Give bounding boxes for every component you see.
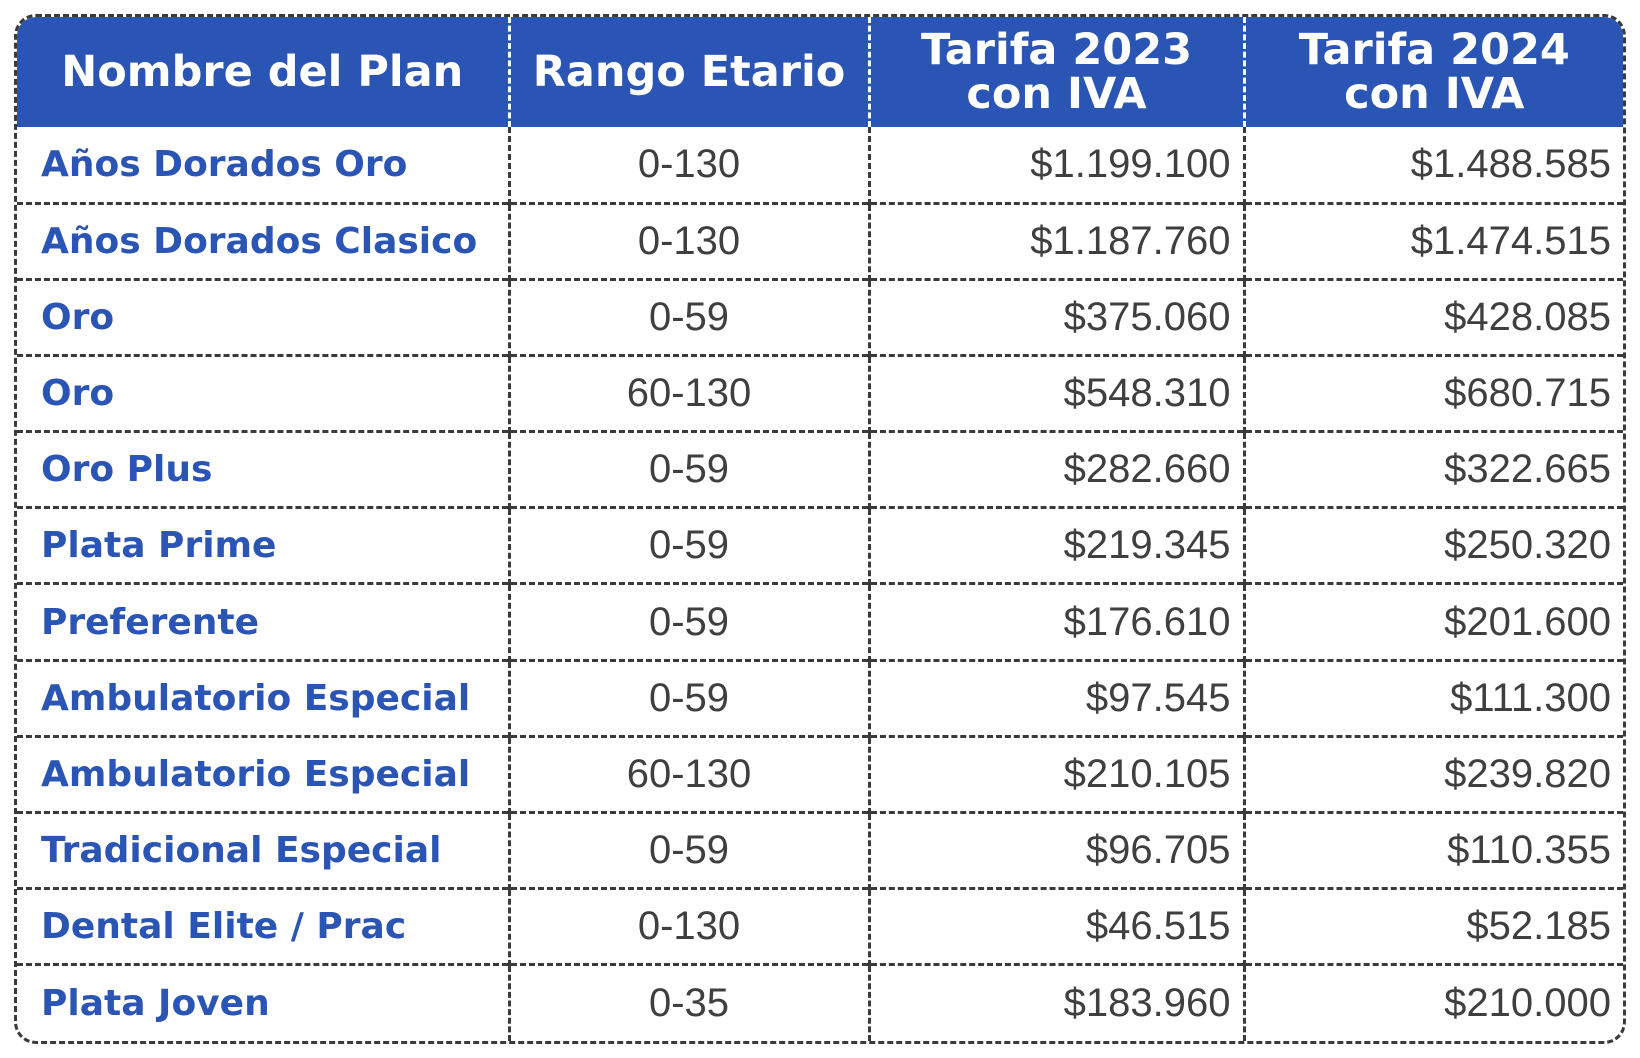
rate-2023-cell: $1.199.100 bbox=[867, 127, 1244, 204]
table-row: Oro 0-59 $375.060 $428.085 bbox=[17, 277, 1623, 356]
rate-2023-cell: $46.515 bbox=[867, 887, 1244, 965]
age-range-cell: 0-130 bbox=[507, 127, 869, 204]
plan-name-cell: Plata Joven bbox=[17, 963, 509, 1041]
plan-name-cell: Años Dorados Oro bbox=[41, 143, 408, 185]
table-row: Plata Joven 0-35 $183.960 $210.000 bbox=[17, 963, 1623, 1041]
rate-2024-cell: $322.665 bbox=[1242, 430, 1623, 508]
plan-name-cell: Oro bbox=[17, 353, 509, 432]
rate-2023-cell: $1.187.760 bbox=[867, 201, 1244, 280]
rate-2023-cell: $219.345 bbox=[867, 506, 1244, 584]
table-row: Tradicional Especial 0-59 $96.705 $110.355 bbox=[17, 810, 1623, 889]
table-row: Años Dorados Oro 0-130 $1.199.100 $1.488.58… bbox=[17, 127, 1623, 204]
rate-2024-cell: $250.320 bbox=[1242, 506, 1623, 584]
table-row: Plata Prime 0-59 $219.345 $250.320 bbox=[17, 506, 1623, 584]
rate-2023-cell: $183.960 bbox=[867, 963, 1244, 1041]
rates-table-grid: Nombre del Plan Rango Etario Tarifa 2023… bbox=[17, 17, 1623, 1041]
age-range-cell: 0-59 bbox=[507, 277, 869, 356]
header-row: Nombre del Plan Rango Etario Tarifa 2023… bbox=[17, 17, 1623, 127]
plan-name-cell: Oro Plus bbox=[17, 430, 509, 508]
rate-2024-cell: $111.300 bbox=[1242, 658, 1623, 737]
rate-2023-cell: $97.545 bbox=[867, 658, 1244, 737]
age-range-cell: 60-130 bbox=[507, 734, 869, 813]
age-range-cell: 0-59 bbox=[507, 810, 869, 889]
age-range-cell: 0-59 bbox=[507, 658, 869, 737]
rate-2024-cell: $201.600 bbox=[1242, 582, 1623, 661]
rate-2024-cell: $52.185 bbox=[1242, 887, 1623, 965]
age-range-cell: 0-59 bbox=[507, 506, 869, 584]
age-range-cell: 0-35 bbox=[507, 963, 869, 1041]
table-row: Dental Elite / Prac 0-130 $46.515 $52.185 bbox=[17, 887, 1623, 965]
plan-name-cell: Oro bbox=[17, 277, 509, 356]
rate-2023-cell: $96.705 bbox=[867, 810, 1244, 889]
rate-2024-cell: $428.085 bbox=[1242, 277, 1623, 356]
rate-2024-cell: $110.355 bbox=[1242, 810, 1623, 889]
column-header-age-range: Rango Etario bbox=[507, 17, 869, 127]
table-row: Ambulatorio Especial 0-59 $97.545 $111.300 bbox=[17, 658, 1623, 737]
table-row: Preferente 0-59 $176.610 $201.600 bbox=[17, 582, 1623, 661]
rate-2024-cell: $239.820 bbox=[1242, 734, 1623, 813]
column-header-rate-2023: Tarifa 2023 con IVA bbox=[867, 17, 1244, 127]
plan-name-cell: Ambulatorio Especial bbox=[17, 734, 509, 813]
table-row: Años Dorados Clasico 0-130 $1.187.760 $1.47… bbox=[17, 201, 1623, 280]
age-range-cell: 0-130 bbox=[507, 887, 869, 965]
plan-name-cell: Años Dorados Clasico bbox=[17, 201, 509, 280]
table-row: Oro Plus 0-59 $282.660 $322.665 bbox=[17, 430, 1623, 508]
column-header-rate-2024: Tarifa 2024 con IVA bbox=[1242, 17, 1623, 127]
rate-2023-cell: $282.660 bbox=[867, 430, 1244, 508]
plan-name-cell: Tradicional Especial bbox=[17, 810, 509, 889]
plan-name-cell: Dental Elite / Prac bbox=[17, 887, 509, 965]
rate-2024-cell: $1.474.515 bbox=[1242, 201, 1623, 280]
age-range-cell: 0-59 bbox=[507, 430, 869, 508]
age-range-cell: 60-130 bbox=[507, 353, 869, 432]
table-header: Nombre del Plan Rango Etario Tarifa 2023… bbox=[17, 17, 1623, 127]
age-range-cell: 0-130 bbox=[507, 201, 869, 280]
rates-table: Nombre del Plan Rango Etario Tarifa 2023… bbox=[14, 14, 1626, 1044]
rate-2023-cell: $375.060 bbox=[867, 277, 1244, 356]
rate-2024-cell: $680.715 bbox=[1242, 353, 1623, 432]
rate-2023-cell: $548.310 bbox=[867, 353, 1244, 432]
rate-2023-cell: $176.610 bbox=[867, 582, 1244, 661]
table-body: Años Dorados Oro 0-130 $1.199.100 $1.488.58… bbox=[17, 127, 1623, 1041]
rate-2024-cell: $1.488.585 bbox=[1242, 127, 1623, 204]
table-row: Ambulatorio Especial 60-130 $210.105 $239.8… bbox=[17, 734, 1623, 813]
table-row: Oro 60-130 $548.310 $680.715 bbox=[17, 353, 1623, 432]
rate-2023-cell: $210.105 bbox=[867, 734, 1244, 813]
plan-name-cell: Plata Prime bbox=[17, 506, 509, 584]
age-range-cell: 0-59 bbox=[507, 582, 869, 661]
plan-name-cell: Preferente bbox=[17, 582, 509, 661]
column-header-plan-name: Nombre del Plan bbox=[61, 47, 464, 97]
rate-2024-cell: $210.000 bbox=[1242, 963, 1623, 1041]
plan-name-cell: Ambulatorio Especial bbox=[17, 658, 509, 737]
